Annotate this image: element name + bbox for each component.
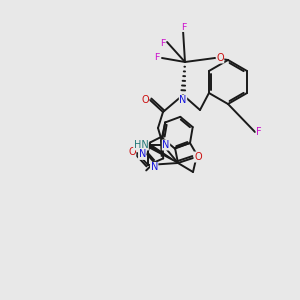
Text: F: F [181,22,187,32]
Text: F: F [154,53,160,62]
Text: N: N [139,149,146,159]
Text: N: N [179,95,187,105]
Text: N: N [162,140,170,150]
Text: O: O [194,152,202,162]
Polygon shape [147,143,178,163]
Text: HN: HN [134,140,148,150]
Text: F: F [160,38,166,47]
Text: F: F [256,127,262,137]
Text: O: O [141,95,149,105]
Text: O: O [216,53,224,63]
Text: N: N [151,162,158,172]
Text: O: O [128,147,136,157]
